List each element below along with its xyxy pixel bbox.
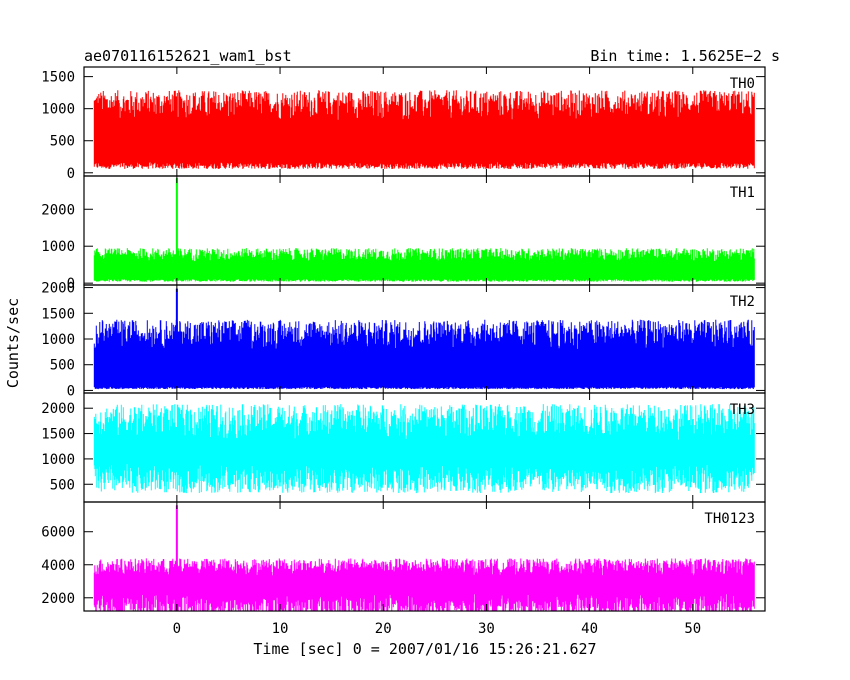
- bin-time-label: Bin time: 1.5625E−2 s: [590, 47, 780, 65]
- x-tick-label: 10: [272, 621, 289, 637]
- series-th3-line: [93, 404, 755, 494]
- y-tick-label-th3: 1500: [41, 427, 75, 443]
- y-tick-label-th0123: 6000: [41, 525, 75, 541]
- y-tick-label-th2: 0: [67, 383, 75, 399]
- chart-title: ae070116152621_wam1_bst: [84, 47, 292, 65]
- y-tick-label-th3: 2000: [41, 401, 75, 417]
- x-tick-label: 20: [375, 621, 392, 637]
- y-axis-label: Counts/sec: [4, 298, 22, 388]
- y-tick-label-th3: 500: [50, 477, 75, 493]
- panel-label-th0123: TH0123: [704, 511, 755, 527]
- y-tick-label-th0: 500: [50, 134, 75, 150]
- y-tick-label-th1: 1000: [41, 239, 75, 255]
- y-tick-label-th0: 1000: [41, 102, 75, 118]
- x-tick-label: 0: [173, 621, 181, 637]
- panel-frame-th0123: [83, 501, 766, 612]
- panel-label-th3: TH3: [730, 402, 755, 418]
- series-th0-line: [93, 90, 755, 169]
- panel-label-th0: TH0: [730, 76, 755, 92]
- x-tick-label: 50: [684, 621, 701, 637]
- x-axis-label: Time [sec] 0 = 2007/01/16 15:26:21.627: [253, 640, 596, 658]
- y-tick-label-th0: 0: [67, 166, 75, 182]
- y-tick-label-th3: 1000: [41, 452, 75, 468]
- x-tick-label: 30: [478, 621, 495, 637]
- y-tick-label-th2: 2000: [41, 281, 75, 297]
- y-tick-label-th0123: 2000: [41, 591, 75, 607]
- y-tick-label-th2: 1500: [41, 306, 75, 322]
- series-th1-line: [93, 248, 755, 282]
- series-th2-line: [93, 319, 755, 390]
- x-tick-label: 40: [581, 621, 598, 637]
- y-tick-label-th2: 500: [50, 358, 75, 374]
- y-tick-label-th2: 1000: [41, 332, 75, 348]
- panel-label-th2: TH2: [730, 294, 755, 310]
- y-tick-label-th1: 2000: [41, 202, 75, 218]
- y-tick-label-th0: 1500: [41, 70, 75, 86]
- panel-label-th1: TH1: [730, 185, 755, 201]
- y-tick-label-th0123: 4000: [41, 558, 75, 574]
- y-tick-label-th1: 0: [67, 276, 75, 292]
- series-th0123-line: [93, 558, 755, 611]
